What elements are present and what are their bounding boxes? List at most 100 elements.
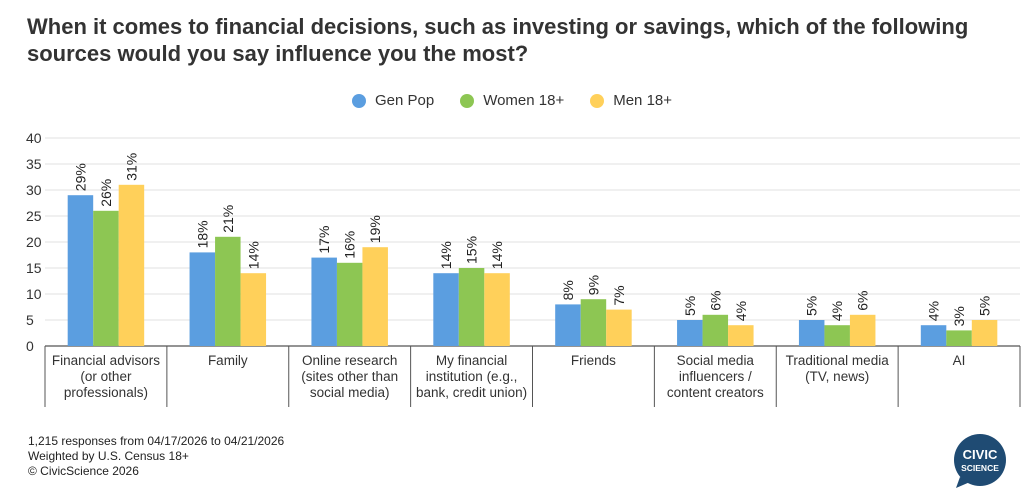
x-tick-label-line-my-financial-0: My financial — [436, 353, 507, 368]
x-tick-label-line-social-media-1: influencers / — [679, 369, 752, 384]
x-tick-label-line-social-media-0: Social media — [677, 353, 755, 368]
bar-women-18-social-media — [702, 314, 729, 346]
legend-item-gen-pop[interactable]: Gen Pop — [351, 92, 435, 109]
x-tick-label-financial-advisors: Financial advisors (or other professionals… — [52, 353, 160, 400]
bar-gen-pop-online-research — [311, 257, 337, 346]
bar-men-18-social-media — [728, 325, 754, 346]
logo-text-civic: CIVIC — [963, 447, 998, 462]
x-tick-label-line-online-research-0: Online research — [302, 353, 397, 368]
data-label-men-18-online-research: 19% — [367, 215, 383, 243]
bar-men-18-traditional-media — [849, 314, 876, 346]
y-tick-label-0: 0 — [26, 338, 34, 354]
x-tick-label-line-financial-advisors-2: professionals) — [64, 385, 148, 400]
x-tick-label-friends: Friends — [571, 353, 616, 368]
footer-notes: 1,215 responses from 04/17/2026 to 04/21… — [28, 434, 284, 479]
legend: Gen Pop Women 18+ Men 18+ — [0, 92, 1024, 109]
legend-swatch-gen-pop — [351, 93, 366, 108]
bar-women-18-family — [215, 236, 241, 346]
x-tick-label-ai: AI — [953, 353, 966, 368]
data-label-gen-pop-my-financial: 14% — [438, 241, 454, 269]
x-tick-label-line-financial-advisors-0: Financial advisors — [52, 353, 160, 368]
bar-gen-pop-traditional-media — [798, 320, 825, 346]
weighting-note: Weighted by U.S. Census 18+ — [28, 449, 189, 463]
data-label-women-18-my-financial: 15% — [464, 236, 480, 264]
x-tick-label-social-media: Social media influencers / content creator… — [667, 353, 764, 400]
x-tick-label-my-financial: My financial institution (e.g., bank, cred… — [416, 353, 527, 400]
x-tick-label-line-traditional-media-0: Traditional media — [786, 353, 890, 368]
x-tick-label-line-my-financial-1: institution (e.g., — [426, 369, 518, 384]
bar-men-18-my-financial — [484, 273, 510, 346]
bar-women-18-financial-advisors — [93, 210, 119, 346]
data-label-men-18-social-media: 4% — [733, 301, 749, 321]
bar-gen-pop-ai — [920, 325, 947, 346]
y-tick-label-15: 15 — [26, 260, 42, 276]
data-label-women-18-online-research: 16% — [342, 231, 358, 259]
y-tick-label-40: 40 — [26, 130, 42, 146]
data-label-gen-pop-family: 18% — [194, 220, 210, 248]
x-tick-label-online-research: Online research (sites other than social m… — [301, 353, 398, 400]
data-label-men-18-my-financial: 14% — [489, 241, 505, 269]
y-tick-label-10: 10 — [26, 286, 42, 302]
bar-chart: 0 5 10 15 20 25 30 35 40 29% 26% 31% Financial advis… — [26, 130, 1021, 407]
legend-label-gen-pop: Gen Pop — [374, 92, 435, 109]
bar-women-18-my-financial — [458, 268, 485, 346]
data-label-men-18-family: 14% — [245, 241, 261, 269]
logo-text-science: SCIENCE — [961, 463, 999, 473]
y-tick-label-20: 20 — [26, 234, 42, 250]
bar-gen-pop-my-financial — [433, 273, 459, 346]
x-tick-label-line-friends-0: Friends — [571, 353, 616, 368]
logo-speech-tail — [956, 477, 970, 488]
bar-women-18-online-research — [336, 262, 363, 346]
y-tick-label-5: 5 — [26, 312, 34, 328]
x-tick-label-line-online-research-2: social media) — [310, 385, 390, 400]
bar-men-18-online-research — [362, 247, 388, 346]
bar-men-18-friends — [606, 309, 632, 346]
legend-item-women[interactable]: Women 18+ — [460, 92, 564, 109]
data-label-women-18-ai: 3% — [951, 306, 967, 326]
chart-title: When it comes to financial decisions, su… — [27, 14, 969, 66]
data-label-men-18-friends: 7% — [611, 285, 627, 305]
bar-men-18-ai — [971, 320, 998, 346]
x-tick-label-line-ai-0: AI — [953, 353, 966, 368]
x-tick-label-line-online-research-1: (sites other than — [301, 369, 398, 384]
legend-item-men[interactable]: Men 18+ — [590, 92, 672, 109]
y-tick-label-30: 30 — [26, 182, 42, 198]
x-tick-label-line-social-media-2: content creators — [667, 385, 764, 400]
data-label-gen-pop-online-research: 17% — [316, 226, 332, 254]
data-label-gen-pop-social-media: 5% — [682, 296, 698, 316]
bar-gen-pop-friends — [555, 304, 581, 346]
data-label-women-18-family: 21% — [220, 205, 236, 233]
data-label-women-18-friends: 9% — [585, 275, 601, 295]
data-label-men-18-financial-advisors: 31% — [123, 153, 139, 181]
bar-women-18-ai — [946, 330, 972, 346]
data-label-men-18-traditional-media: 6% — [855, 291, 871, 311]
data-label-gen-pop-friends: 8% — [560, 280, 576, 300]
x-tick-label-family: Family — [208, 353, 248, 368]
data-label-gen-pop-financial-advisors: 29% — [72, 163, 88, 191]
bar-men-18-family — [240, 273, 267, 346]
legend-swatch-men — [590, 93, 605, 108]
bar-women-18-friends — [580, 299, 607, 346]
data-label-women-18-financial-advisors: 26% — [98, 179, 114, 207]
data-label-women-18-traditional-media: 4% — [829, 301, 845, 321]
x-tick-label-traditional-media: Traditional media (TV, news) — [786, 353, 890, 384]
data-label-women-18-social-media: 6% — [707, 291, 723, 311]
bar-gen-pop-family — [189, 252, 216, 346]
bar-gen-pop-financial-advisors — [67, 195, 94, 346]
y-tick-label-35: 35 — [26, 156, 42, 172]
legend-swatch-women — [460, 93, 475, 108]
x-tick-label-line-my-financial-2: bank, credit union) — [416, 385, 527, 400]
bar-gen-pop-social-media — [677, 320, 703, 346]
x-tick-label-line-traditional-media-1: (TV, news) — [805, 369, 869, 384]
data-label-gen-pop-traditional-media: 5% — [804, 296, 820, 316]
x-tick-label-line-financial-advisors-1: (or other — [80, 369, 132, 384]
legend-label-men: Men 18+ — [613, 92, 673, 109]
y-tick-label-25: 25 — [26, 208, 42, 224]
bar-women-18-traditional-media — [824, 325, 850, 346]
data-label-men-18-ai: 5% — [977, 296, 993, 316]
legend-label-women: Women 18+ — [483, 92, 565, 109]
logo-circle — [954, 434, 1006, 486]
bar-men-18-financial-advisors — [118, 184, 145, 346]
copyright-note: © CivicScience 2026 — [28, 464, 139, 478]
civicscience-logo[interactable]: CIVIC SCIENCE — [952, 433, 1008, 489]
